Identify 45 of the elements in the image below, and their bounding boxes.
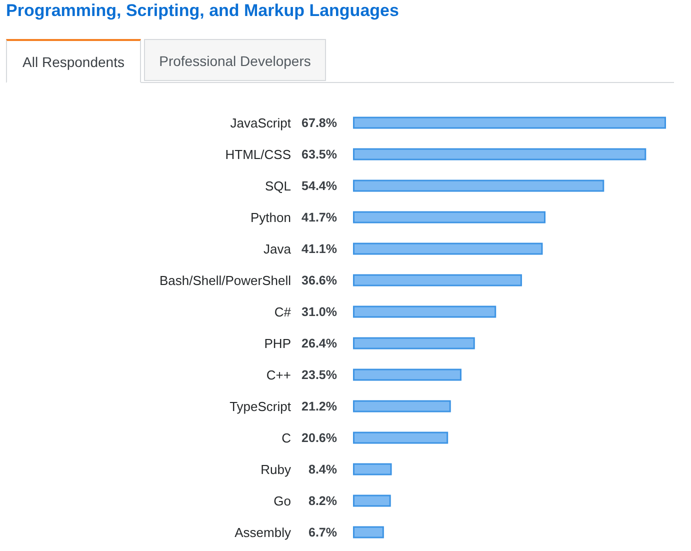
- bar: [353, 116, 666, 129]
- data-label: 23.5%: [302, 368, 337, 382]
- y-tick-label: C: [282, 430, 291, 446]
- y-tick-label: Java: [264, 241, 292, 256]
- y-tick-label: Ruby: [260, 462, 292, 477]
- data-label: 41.1%: [302, 242, 337, 256]
- bar: [353, 242, 543, 255]
- bar: [353, 400, 451, 412]
- y-tick-label: C#: [274, 304, 292, 320]
- data-label: 8.4%: [308, 462, 337, 476]
- y-tick-label: PHP: [264, 336, 291, 351]
- bar: [353, 148, 646, 160]
- data-label: 8.2%: [308, 494, 337, 508]
- data-label: 36.6%: [302, 273, 337, 288]
- bar: [353, 368, 462, 381]
- bar: [353, 211, 546, 224]
- bar: [353, 337, 475, 350]
- data-label: 63.5%: [302, 147, 337, 162]
- bar: [353, 463, 392, 476]
- bar: [353, 494, 391, 507]
- bar: [353, 180, 604, 192]
- text: Professional Developers: [144, 39, 326, 81]
- data-label: 6.7%: [308, 525, 337, 540]
- y-tick-label: HTML/CSS: [225, 146, 292, 162]
- text: Programming, Scripting, and Markup Languages: [6, 1, 399, 21]
- y-tick-label: Assembly: [234, 524, 292, 540]
- y-tick-label: Bash/Shell/PowerShell: [159, 272, 292, 288]
- bar: [353, 526, 384, 538]
- data-label: 67.8%: [302, 116, 337, 130]
- y-tick-label: TypeScript: [230, 398, 292, 414]
- y-tick-label: C++: [266, 367, 291, 382]
- y-tick-label: Go: [274, 493, 291, 508]
- y-tick-label: JavaScript: [230, 115, 292, 130]
- data-label: 54.4%: [302, 178, 337, 193]
- bar: [353, 274, 522, 286]
- data-label: 20.6%: [302, 430, 337, 445]
- data-label: 26.4%: [302, 336, 337, 350]
- y-tick-label: SQL: [264, 178, 291, 194]
- data-label: 41.7%: [302, 210, 337, 224]
- data-label: 21.2%: [302, 399, 337, 414]
- data-label: 31.0%: [302, 304, 337, 319]
- y-tick-label: Python: [250, 210, 291, 225]
- bar: [353, 306, 496, 318]
- bar: [353, 432, 448, 444]
- text: All Respondents: [6, 39, 141, 83]
